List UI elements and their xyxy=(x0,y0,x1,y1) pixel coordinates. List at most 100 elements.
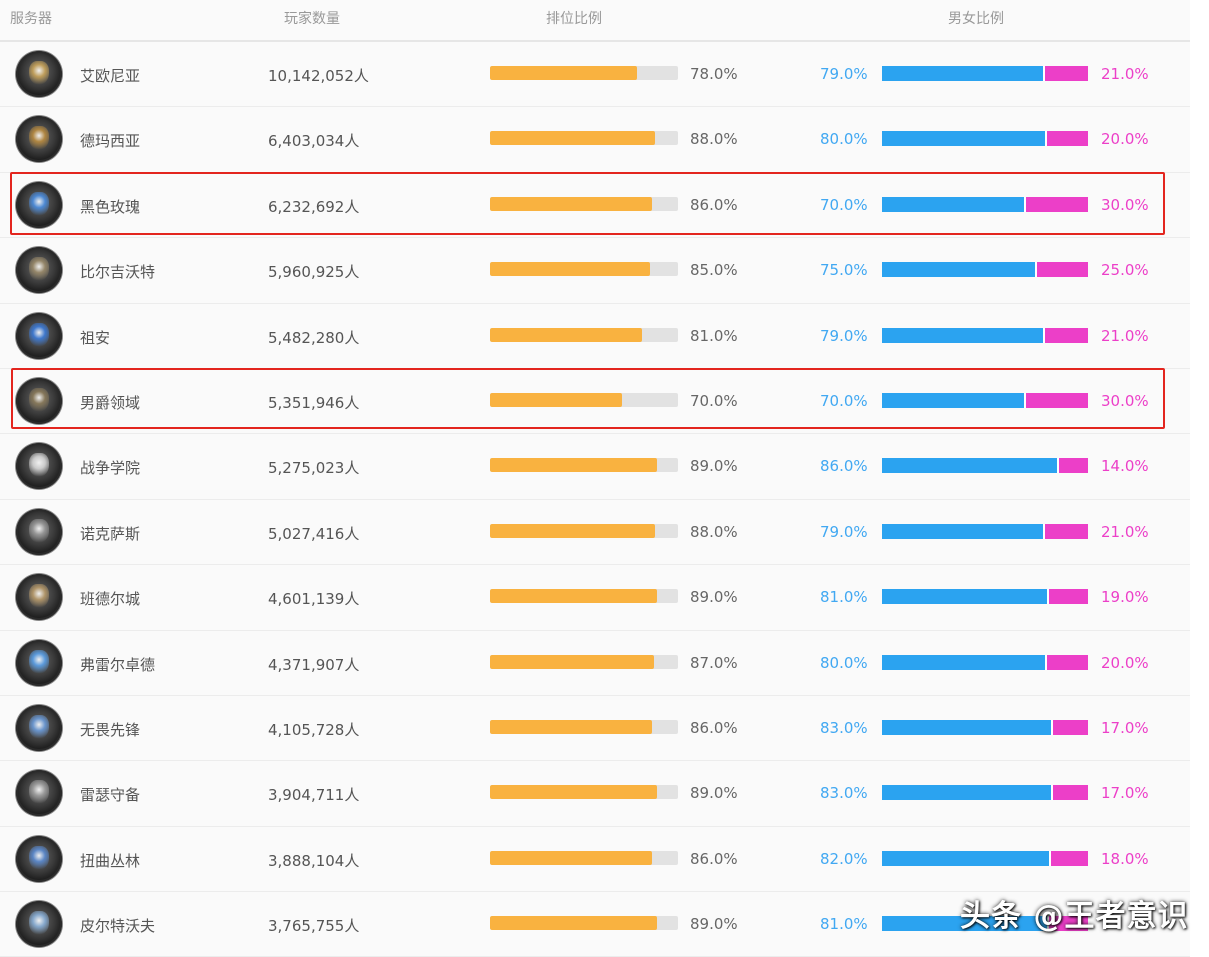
table-row[interactable]: 德玛西亚 6,403,034人 88.0% 80.0% 20.0% xyxy=(0,107,1190,173)
gender-ratio-bar xyxy=(882,523,1088,539)
table-row[interactable]: 男爵领域 5,351,946人 70.0% 70.0% 30.0% xyxy=(0,368,1190,435)
emblem-glyph-icon xyxy=(29,61,49,85)
male-ratio-value: 83.0% xyxy=(820,784,868,803)
rank-ratio-bar xyxy=(490,458,678,473)
male-ratio-value: 81.0% xyxy=(820,915,868,934)
gender-ratio-bar xyxy=(882,196,1088,212)
male-ratio-value: 86.0% xyxy=(820,457,868,476)
rank-ratio-bar xyxy=(490,262,678,277)
emblem-glyph-icon xyxy=(29,453,49,478)
rank-ratio-fill xyxy=(490,327,643,342)
rank-ratio-bar xyxy=(490,392,678,407)
player-count: 3,904,711人 xyxy=(268,786,360,805)
server-emblem-icon xyxy=(16,901,62,948)
player-count: 4,601,139人 xyxy=(268,590,360,609)
table-row[interactable]: 黑色玫瑰 6,232,692人 86.0% 70.0% 30.0% xyxy=(0,172,1190,239)
gender-ratio-bar xyxy=(882,458,1088,474)
male-ratio-fill xyxy=(882,458,1060,474)
table-row[interactable]: 祖安 5,482,280人 81.0% 79.0% 21.0% xyxy=(0,303,1190,369)
player-count: 4,105,728人 xyxy=(268,720,360,739)
gender-ratio-bar xyxy=(882,262,1088,278)
server-name: 男爵领域 xyxy=(80,393,141,412)
rank-ratio-fill xyxy=(490,131,656,146)
table-row[interactable]: 班德尔城 4,601,139人 89.0% 81.0% 19.0% xyxy=(0,565,1190,631)
male-ratio-fill xyxy=(882,131,1047,147)
server-name: 战争学院 xyxy=(80,459,141,478)
female-ratio-value: 20.0% xyxy=(1101,130,1149,149)
emblem-glyph-icon xyxy=(29,714,49,739)
table-header: 服务器 玩家数量 排位比例 男女比例 xyxy=(0,0,1190,42)
gender-ratio-bar xyxy=(882,131,1088,147)
header-players: 玩家数量 xyxy=(284,11,340,27)
server-emblem-icon xyxy=(16,835,62,882)
rank-ratio-value: 78.0% xyxy=(690,65,738,83)
table-row[interactable]: 弗雷尔卓德 4,371,907人 87.0% 80.0% 20.0% xyxy=(0,630,1190,696)
player-count: 10,142,052人 xyxy=(268,67,369,85)
female-ratio-value: 14.0% xyxy=(1101,457,1149,476)
table-row[interactable]: 诺克萨斯 5,027,416人 88.0% 79.0% 21.0% xyxy=(0,499,1190,566)
server-emblem-icon xyxy=(16,377,62,424)
female-ratio-value: 21.0% xyxy=(1101,326,1149,345)
rank-ratio-value: 86.0% xyxy=(690,718,738,737)
male-ratio-value: 79.0% xyxy=(820,326,868,345)
male-ratio-fill xyxy=(882,196,1027,212)
rank-ratio-fill xyxy=(490,719,652,734)
server-name: 班德尔城 xyxy=(80,590,141,609)
server-name: 弗雷尔卓德 xyxy=(80,655,156,674)
gender-ratio-bar xyxy=(882,916,1088,932)
server-name: 诺克萨斯 xyxy=(80,524,141,543)
rank-ratio-value: 88.0% xyxy=(690,130,738,149)
server-emblem-icon xyxy=(16,312,62,359)
rank-ratio-value: 85.0% xyxy=(690,261,738,280)
rank-ratio-fill xyxy=(490,654,654,669)
table-row[interactable]: 艾欧尼亚 10,142,052人 78.0% 79.0% 21.0% xyxy=(0,42,1190,108)
emblem-glyph-icon xyxy=(29,322,49,347)
table-row[interactable]: 雷瑟守备 3,904,711人 89.0% 83.0% 17.0% xyxy=(0,761,1190,827)
player-count: 4,371,907人 xyxy=(268,655,360,674)
player-count: 3,765,755人 xyxy=(268,917,360,936)
server-emblem-icon xyxy=(16,443,62,490)
table-row[interactable]: 皮尔特沃夫 3,765,755人 89.0% 81.0% xyxy=(0,892,1190,957)
emblem-glyph-icon xyxy=(29,584,49,609)
male-ratio-fill xyxy=(882,523,1045,539)
rank-ratio-fill xyxy=(490,392,622,407)
female-ratio-value: 18.0% xyxy=(1101,849,1149,868)
player-count: 5,027,416人 xyxy=(268,524,360,543)
rank-ratio-bar xyxy=(490,131,678,146)
server-emblem-icon xyxy=(16,247,62,294)
female-ratio-value: 17.0% xyxy=(1101,718,1149,737)
male-ratio-value: 80.0% xyxy=(820,653,868,672)
emblem-glyph-icon xyxy=(29,518,49,543)
header-rank-ratio: 排位比例 xyxy=(546,11,602,27)
server-emblem-icon xyxy=(16,770,62,817)
table-row[interactable]: 战争学院 5,275,023人 89.0% 86.0% 14.0% xyxy=(0,434,1190,500)
table-row[interactable]: 扭曲丛林 3,888,104人 86.0% 82.0% 18.0% xyxy=(0,826,1190,893)
rank-ratio-value: 89.0% xyxy=(690,784,738,803)
emblem-glyph-icon xyxy=(29,845,49,870)
server-emblem-icon xyxy=(16,116,62,163)
emblem-glyph-icon xyxy=(29,387,49,412)
server-emblem-icon xyxy=(16,574,62,621)
gender-ratio-bar xyxy=(882,66,1088,81)
server-name: 皮尔特沃夫 xyxy=(80,917,156,936)
server-name: 黑色玫瑰 xyxy=(80,197,141,216)
table-row[interactable]: 比尔吉沃特 5,960,925人 85.0% 75.0% 25.0% xyxy=(0,238,1190,304)
server-name: 雷瑟守备 xyxy=(80,786,141,805)
male-ratio-value: 83.0% xyxy=(820,718,868,737)
rank-ratio-bar xyxy=(490,196,678,211)
rank-ratio-bar xyxy=(490,719,678,734)
table-body: 艾欧尼亚 10,142,052人 78.0% 79.0% 21.0% 德玛西亚 6,403,… xyxy=(0,42,1190,957)
emblem-glyph-icon xyxy=(29,126,49,151)
emblem-glyph-icon xyxy=(29,780,49,805)
male-ratio-fill xyxy=(882,262,1037,278)
server-name: 艾欧尼亚 xyxy=(80,67,141,85)
rank-ratio-value: 86.0% xyxy=(690,849,738,868)
table-row[interactable]: 无畏先锋 4,105,728人 86.0% 83.0% 17.0% xyxy=(0,695,1190,762)
rank-ratio-fill xyxy=(490,916,658,931)
server-name: 无畏先锋 xyxy=(80,720,141,739)
rank-ratio-value: 89.0% xyxy=(690,915,738,934)
rank-ratio-bar xyxy=(490,523,678,538)
rank-ratio-bar xyxy=(490,654,678,669)
player-count: 5,351,946人 xyxy=(268,393,360,412)
rank-ratio-fill xyxy=(490,458,658,473)
